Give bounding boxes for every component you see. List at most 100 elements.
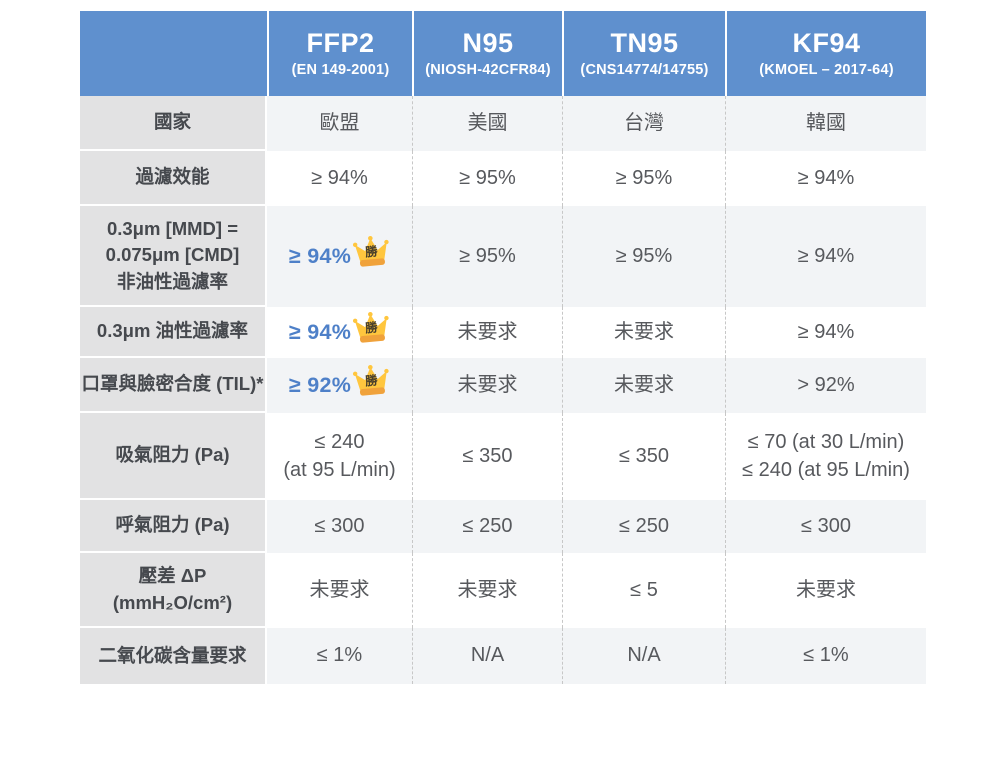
- cell-value-line: ≤ 1%: [803, 644, 849, 667]
- comparison-table: FFP2 (EN 149-2001) N95 (NIOSH-42CFR84) TN95 (…: [80, 11, 926, 684]
- cell-n95: N/A: [412, 628, 562, 684]
- cell-ffp2: ≥ 94%: [267, 151, 412, 206]
- cell-kf94: 韓國: [725, 96, 926, 151]
- cell-ffp2: ≤ 300: [267, 500, 412, 553]
- row-label-line: 呼氣阻力 (Pa): [115, 514, 230, 536]
- svg-text:勝: 勝: [365, 372, 379, 388]
- cell-value-line: ≤ 5: [630, 578, 658, 601]
- row-label-line: 0.3μm 油性過濾率: [96, 320, 249, 342]
- row-label: 0.3μm [MMD] = 0.075μm [CMD] 非油性過濾率: [80, 206, 267, 307]
- cell-ffp2: ≤ 1%: [267, 628, 412, 684]
- cell-value-line: ≥ 95%: [615, 244, 673, 267]
- cell-value-line: 歐盟: [319, 111, 360, 134]
- winner-crown-icon: 勝: [353, 364, 389, 396]
- cell-tn95: ≤ 350: [562, 413, 725, 500]
- cell-value-line: 未要求: [457, 320, 518, 343]
- cell-tn95: N/A: [562, 628, 725, 684]
- cell-value-line: ≤ 350: [619, 444, 669, 467]
- row-label: 二氧化碳含量要求: [80, 628, 267, 684]
- cell-value-line: 未要求: [614, 373, 674, 396]
- cell-value-line: > 92%: [797, 373, 855, 396]
- standard-name: N95: [462, 27, 514, 58]
- cell-value-line: ≥ 94%: [797, 166, 855, 189]
- row-label: 呼氣阻力 (Pa): [80, 500, 267, 553]
- standard-code: (KMOEL – 2017-64): [759, 62, 894, 79]
- row-label-line: 0.075μm [CMD]: [105, 244, 240, 266]
- cell-value-line: ≤ 240 (at 95 L/min): [742, 458, 910, 481]
- cell-ffp2: 未要求: [267, 553, 412, 628]
- cell-kf94: ≤ 70 (at 30 L/min) ≤ 240 (at 95 L/min): [725, 413, 926, 500]
- row-label: 吸氣阻力 (Pa): [80, 413, 267, 500]
- cell-value-line: 未要求: [309, 578, 370, 601]
- cell-tn95: ≤ 5: [562, 553, 725, 628]
- row-label-line: (mmH₂O/cm²): [112, 591, 233, 613]
- cell-value-line: ≤ 350: [462, 444, 513, 467]
- cell-n95: ≤ 350: [412, 413, 562, 500]
- standard-code: (EN 149-2001): [291, 62, 390, 79]
- row-label: 0.3μm 油性過濾率: [80, 307, 267, 358]
- standard-name: KF94: [792, 27, 861, 58]
- cell-n95: ≥ 95%: [412, 151, 562, 206]
- row-label-line: 吸氣阻力 (Pa): [115, 444, 230, 466]
- cell-value-line: 美國: [467, 111, 508, 134]
- winner-crown-icon: 勝: [353, 235, 389, 267]
- cell-kf94: ≥ 94%: [725, 151, 926, 206]
- cell-tn95: ≥ 95%: [562, 151, 725, 206]
- row-label-line: 口罩與臉密合度 (TIL)*: [81, 373, 264, 395]
- cell-value-line: ≤ 1%: [316, 644, 363, 667]
- cell-value-line: N/A: [470, 644, 505, 667]
- cell-tn95: 台灣: [562, 96, 725, 151]
- cell-tn95: ≤ 250: [562, 500, 725, 553]
- cell-n95: 未要求: [412, 553, 562, 628]
- cell-value-line: ≥ 94%: [797, 320, 855, 343]
- cell-value-line: ≤ 70 (at 30 L/min): [747, 430, 905, 453]
- cell-value-line: ≥ 95%: [459, 166, 516, 189]
- cell-tn95: ≥ 95%: [562, 206, 725, 307]
- row-label: 口罩與臉密合度 (TIL)*: [80, 358, 267, 413]
- row-label: 壓差 ΔP (mmH₂O/cm²): [80, 553, 267, 628]
- cell-value-line: 台灣: [624, 111, 664, 134]
- row-label-line: 國家: [153, 111, 191, 133]
- cell-tn95: 未要求: [562, 358, 725, 413]
- winner-crown-icon: 勝: [353, 311, 389, 343]
- cell-value-line: ≤ 300: [314, 514, 365, 537]
- cell-ffp2: ≤ 240 (at 95 L/min): [267, 413, 412, 500]
- standard-code: (NIOSH-42CFR84): [425, 62, 551, 79]
- cell-kf94: 未要求: [725, 553, 926, 628]
- column-header-ffp2: FFP2 (EN 149-2001): [267, 11, 412, 96]
- cell-tn95: 未要求: [562, 307, 725, 358]
- winner-value-text: ≥ 92%: [288, 372, 352, 397]
- cell-ffp2: ≥ 94% 勝: [267, 206, 412, 307]
- table-corner-cell: [80, 11, 267, 96]
- winner-value-text: ≥ 94%: [288, 319, 352, 344]
- svg-text:勝: 勝: [365, 319, 379, 335]
- cell-value-line: ≥ 95%: [459, 244, 516, 267]
- winner-value: ≥ 94% 勝: [288, 235, 390, 273]
- cell-value-line: 未要求: [457, 578, 518, 601]
- standard-name: FFP2: [306, 27, 375, 58]
- row-label-line: 0.3μm [MMD] =: [106, 218, 239, 240]
- column-header-tn95: TN95 (CNS14774/14755): [562, 11, 725, 96]
- cell-value-line: ≥ 94%: [797, 244, 855, 267]
- cell-n95: 未要求: [412, 358, 562, 413]
- cell-value-line: (at 95 L/min): [283, 458, 396, 481]
- cell-ffp2: ≥ 94% 勝: [267, 307, 412, 358]
- cell-value-line: 未要求: [614, 320, 674, 343]
- row-label-line: 過濾效能: [135, 166, 210, 188]
- cell-ffp2: ≥ 92% 勝: [267, 358, 412, 413]
- cell-kf94: ≤ 1%: [725, 628, 926, 684]
- cell-value-line: ≤ 250: [619, 514, 669, 537]
- cell-kf94: > 92%: [725, 358, 926, 413]
- column-header-n95: N95 (NIOSH-42CFR84): [412, 11, 562, 96]
- cell-value-line: ≥ 95%: [615, 166, 673, 189]
- winner-value-text: ≥ 94%: [288, 243, 352, 268]
- cell-kf94: ≥ 94%: [725, 206, 926, 307]
- cell-value-line: 韓國: [806, 111, 846, 134]
- row-label-line: 非油性過濾率: [116, 270, 228, 292]
- cell-value-line: N/A: [627, 644, 661, 667]
- cell-value-line: ≤ 250: [462, 514, 513, 537]
- winner-value: ≥ 94% 勝: [288, 311, 390, 349]
- row-label-line: 二氧化碳含量要求: [98, 644, 247, 666]
- row-label: 過濾效能: [80, 151, 267, 206]
- column-header-kf94: KF94 (KMOEL – 2017-64): [725, 11, 926, 96]
